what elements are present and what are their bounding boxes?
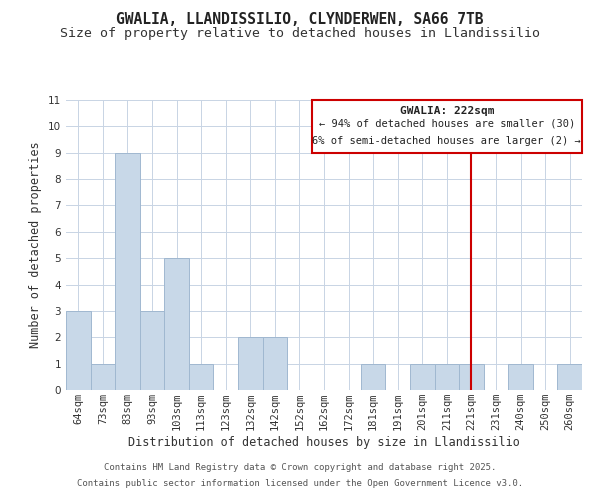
Bar (140, 311, 164, 390)
Bar (91, 364, 115, 390)
Text: 6% of semi-detached houses are larger (2) →: 6% of semi-detached houses are larger (2… (313, 136, 581, 146)
Bar (238, 338, 263, 390)
Bar (263, 338, 287, 390)
X-axis label: Distribution of detached houses by size in Llandissilio: Distribution of detached houses by size … (128, 436, 520, 449)
Bar (115, 152, 140, 390)
Text: Size of property relative to detached houses in Llandissilio: Size of property relative to detached ho… (60, 28, 540, 40)
Text: GWALIA: 222sqm: GWALIA: 222sqm (400, 106, 494, 116)
Bar (410, 364, 434, 390)
Text: Contains HM Land Registry data © Crown copyright and database right 2025.: Contains HM Land Registry data © Crown c… (104, 464, 496, 472)
Bar (66, 311, 91, 390)
Bar (557, 364, 582, 390)
Bar (459, 364, 484, 390)
Bar (189, 364, 214, 390)
Y-axis label: Number of detached properties: Number of detached properties (29, 142, 43, 348)
Bar (508, 364, 533, 390)
Text: GWALIA, LLANDISSILIO, CLYNDERWEN, SA66 7TB: GWALIA, LLANDISSILIO, CLYNDERWEN, SA66 7… (116, 12, 484, 28)
Bar (361, 364, 385, 390)
Bar (434, 364, 459, 390)
Bar (164, 258, 189, 390)
Text: Contains public sector information licensed under the Open Government Licence v3: Contains public sector information licen… (77, 478, 523, 488)
Text: ← 94% of detached houses are smaller (30): ← 94% of detached houses are smaller (30… (319, 118, 575, 128)
FancyBboxPatch shape (312, 100, 582, 152)
